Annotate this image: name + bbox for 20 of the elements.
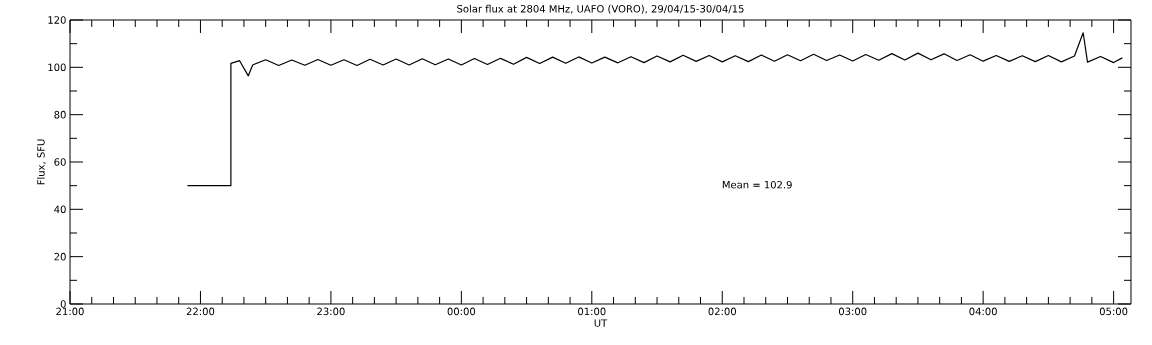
annotation: Mean = 102.9 (722, 180, 792, 189)
x-tick-label: 21:00 (56, 307, 84, 316)
y-tick-label: 40 (54, 205, 66, 214)
x-tick-label: 00:00 (447, 307, 476, 316)
x-axis-title: UT (594, 319, 608, 327)
x-tick-label: 04:00 (969, 307, 997, 316)
y-tick-label: 20 (54, 252, 66, 261)
x-tick-label: 02:00 (708, 307, 736, 316)
y-tick-label: 0 (60, 300, 66, 308)
x-tick-label: 22:00 (186, 307, 215, 316)
y-tick-label: 120 (48, 16, 66, 24)
chart-title: Solar flux at 2804 MHz, UAFO (VORO), 29/04/15-30/04/15 (457, 4, 744, 14)
y-tick-label: 100 (48, 63, 66, 72)
y-tick-label: 60 (54, 158, 66, 166)
y-tick-label: 80 (54, 110, 66, 119)
y-axis-title: Flux, SFU (36, 139, 46, 185)
x-tick-label: 05:00 (1099, 307, 1128, 316)
x-tick-label: 01:00 (578, 307, 606, 316)
x-tick-label: 03:00 (838, 307, 867, 316)
x-tick-label: 23:00 (317, 307, 345, 316)
